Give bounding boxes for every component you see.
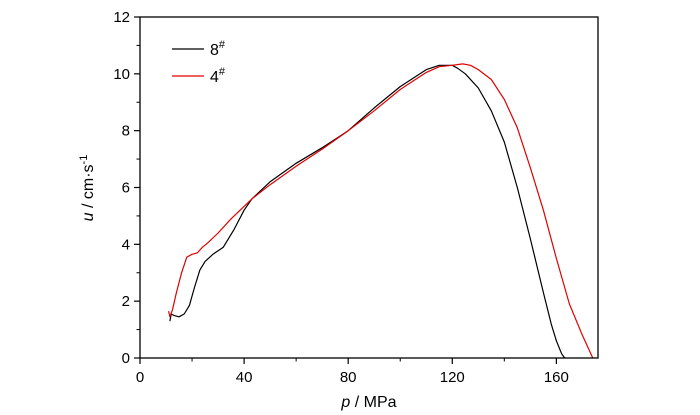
x-tick-label: 40	[236, 369, 253, 386]
legend-label-8: 8#	[210, 39, 226, 59]
x-tick-label: 160	[544, 369, 569, 386]
y-tick-label: 8	[122, 123, 130, 140]
series-line-4	[168, 63, 594, 359]
y-axis-unit: / cm·s	[80, 164, 97, 212]
x-tick-label: 80	[340, 369, 357, 386]
x-axis-label: p / MPa	[340, 394, 396, 411]
legend: 8# 4#	[172, 39, 226, 86]
x-tick-label: 0	[136, 369, 144, 386]
y-axis-unit-superscript: -1	[78, 155, 90, 165]
x-axis: 0 40 80 120 160	[136, 358, 569, 386]
y-tick-label: 10	[113, 66, 130, 83]
y-axis-variable: u	[80, 212, 97, 221]
legend-label-4: 4#	[210, 66, 226, 86]
y-tick-label: 0	[122, 350, 130, 367]
y-axis-label: u / cm·s-1	[78, 155, 97, 222]
series-line-8	[169, 64, 566, 359]
y-tick-label: 12	[113, 9, 130, 26]
y-tick-label: 4	[122, 236, 130, 253]
y-tick-label: 2	[122, 293, 130, 310]
plot-frame	[139, 16, 599, 359]
plot-lines	[168, 63, 594, 359]
y-axis: 0 2 4 6 8 10 12	[113, 9, 140, 367]
x-axis-unit: / MPa	[350, 394, 396, 411]
x-tick-label: 120	[440, 369, 465, 386]
x-axis-variable: p	[340, 394, 350, 411]
y-tick-label: 6	[122, 180, 130, 197]
